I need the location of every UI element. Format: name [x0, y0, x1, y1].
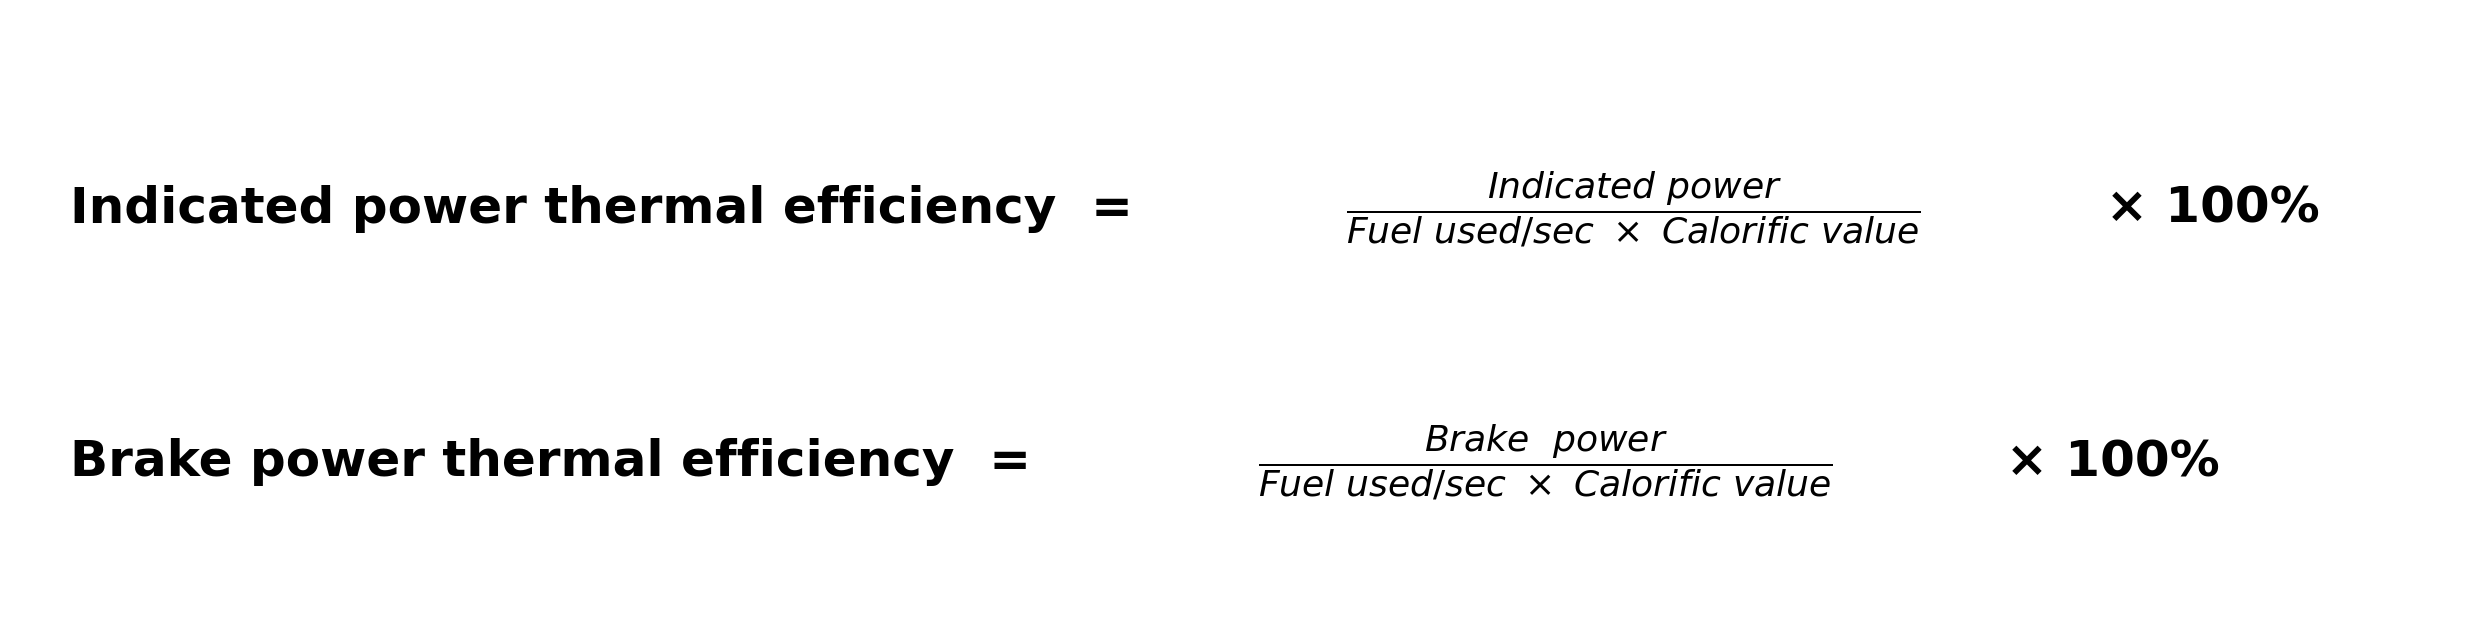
Text: $\dfrac{\mathit{Brake\ \ power}}{\mathit{Fuel\ used/sec\ \times\ Calorific\ valu: $\dfrac{\mathit{Brake\ \ power}}{\mathit…: [1258, 422, 1834, 502]
Text: $\dfrac{\mathit{Indicated\ power}}{\mathit{Fuel\ used/sec\ \times\ Calorific\ va: $\dfrac{\mathit{Indicated\ power}}{\math…: [1346, 169, 1921, 249]
Text: Indicated power thermal efficiency  =: Indicated power thermal efficiency =: [70, 185, 1134, 233]
Text: × 100%: × 100%: [2106, 185, 2320, 233]
Text: Brake power thermal efficiency  =: Brake power thermal efficiency =: [70, 438, 1032, 486]
Text: × 100%: × 100%: [2006, 438, 2220, 486]
